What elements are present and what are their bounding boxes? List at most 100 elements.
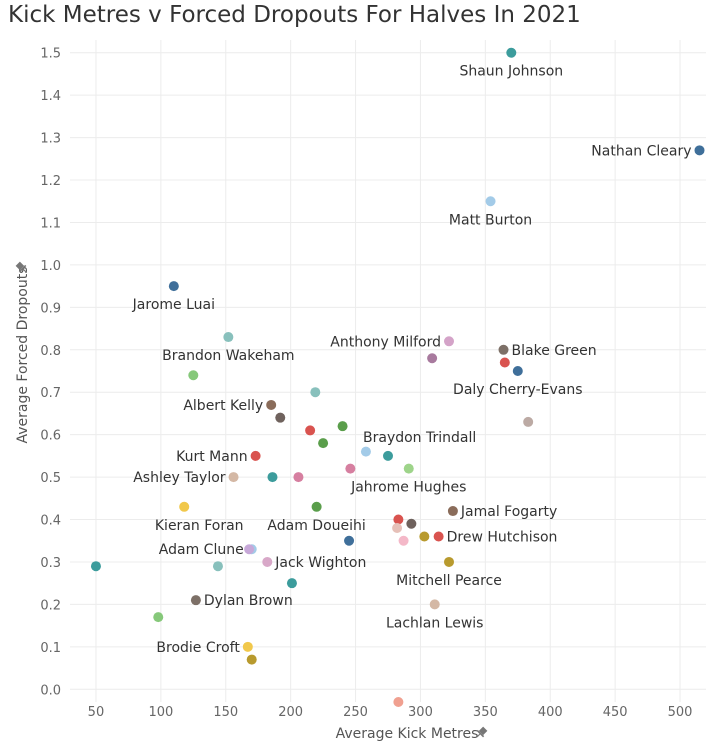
data-point[interactable] bbox=[344, 535, 355, 546]
x-tick-label: 300 bbox=[408, 705, 433, 720]
data-point[interactable] bbox=[403, 463, 414, 474]
point-label: Lachlan Lewis bbox=[386, 615, 484, 631]
data-point[interactable] bbox=[392, 523, 403, 534]
axis-ticks: 50 100 150 200 250 300 350 400 450 500 0.0 0.1 0.2 0.… bbox=[40, 47, 692, 720]
y-tick-label: 0.5 bbox=[40, 471, 61, 486]
data-point[interactable] bbox=[246, 654, 257, 665]
data-point[interactable] bbox=[212, 561, 223, 572]
x-tick-label: 200 bbox=[278, 705, 303, 720]
x-axis-title: Average Kick Metres bbox=[336, 726, 479, 742]
data-point[interactable] bbox=[262, 556, 273, 567]
data-point[interactable] bbox=[190, 595, 201, 606]
data-point[interactable] bbox=[398, 535, 409, 546]
x-axis-title-group: Average Kick Metres bbox=[336, 726, 488, 742]
y-tick-label: 0.6 bbox=[40, 429, 61, 444]
y-tick-label: 1.0 bbox=[40, 259, 61, 274]
y-tick-label: 1.1 bbox=[40, 216, 61, 231]
data-point[interactable] bbox=[168, 281, 179, 292]
data-point[interactable] bbox=[499, 357, 510, 368]
point-label: Jahrome Hughes bbox=[350, 480, 466, 496]
data-point[interactable] bbox=[427, 353, 438, 364]
point-label: Jack Wighton bbox=[274, 555, 366, 571]
data-point[interactable] bbox=[444, 556, 455, 567]
y-tick-label: 0.8 bbox=[40, 344, 61, 359]
data-point[interactable] bbox=[433, 531, 444, 542]
data-point[interactable] bbox=[337, 421, 348, 432]
point-label: Ashley Taylor bbox=[133, 470, 226, 486]
point-label: Brandon Wakeham bbox=[162, 348, 294, 364]
x-tick-label: 500 bbox=[668, 705, 693, 720]
data-point[interactable] bbox=[228, 472, 239, 483]
data-point[interactable] bbox=[286, 578, 297, 589]
point-label: Braydon Trindall bbox=[363, 430, 476, 446]
point-label: Matt Burton bbox=[449, 212, 532, 228]
data-point[interactable] bbox=[485, 196, 496, 207]
x-tick-label: 50 bbox=[88, 705, 105, 720]
point-label: Brodie Croft bbox=[156, 640, 240, 656]
data-point[interactable] bbox=[383, 450, 393, 461]
data-point[interactable] bbox=[694, 145, 705, 156]
point-label: Jamal Fogarty bbox=[460, 504, 557, 520]
y-axis-title: Average Forced Dropouts bbox=[15, 266, 31, 443]
data-point[interactable] bbox=[311, 501, 322, 512]
point-label: Kurt Mann bbox=[176, 449, 247, 465]
data-point[interactable] bbox=[444, 336, 455, 347]
data-point[interactable] bbox=[244, 544, 255, 555]
y-axis-title-group: Average Forced Dropouts bbox=[15, 261, 31, 444]
x-tick-label: 100 bbox=[148, 705, 173, 720]
y-tick-label: 0.1 bbox=[40, 641, 61, 656]
data-point[interactable] bbox=[419, 531, 430, 542]
data-point[interactable] bbox=[90, 561, 101, 572]
data-point[interactable] bbox=[223, 332, 234, 343]
point-label: Kieran Foran bbox=[155, 518, 244, 534]
point-label: Blake Green bbox=[512, 343, 597, 359]
y-tick-label: 1.5 bbox=[40, 47, 61, 62]
data-point[interactable] bbox=[267, 472, 278, 483]
data-point[interactable] bbox=[429, 599, 440, 610]
chart-title: Kick Metres v Forced Dropouts For Halves… bbox=[8, 2, 581, 28]
y-tick-label: 1.4 bbox=[40, 89, 61, 104]
data-point[interactable] bbox=[498, 344, 509, 355]
data-point[interactable] bbox=[266, 399, 277, 410]
y-tick-label: 0.9 bbox=[40, 301, 61, 316]
x-tick-label: 250 bbox=[343, 705, 368, 720]
y-tick-label: 0.4 bbox=[40, 514, 61, 529]
point-label: Drew Hutchison bbox=[447, 530, 558, 546]
data-point[interactable] bbox=[512, 366, 523, 376]
point-label: Albert Kelly bbox=[183, 398, 263, 414]
data-point[interactable] bbox=[179, 501, 190, 512]
data-point[interactable] bbox=[393, 697, 404, 707]
point-label: Adam Doueihi bbox=[267, 518, 365, 534]
y-tick-label: 0.2 bbox=[40, 598, 61, 613]
data-point[interactable] bbox=[275, 412, 286, 423]
x-tick-label: 350 bbox=[473, 705, 498, 720]
y-tick-label: 0.7 bbox=[40, 386, 61, 401]
data-point[interactable] bbox=[360, 446, 371, 457]
point-label: Dylan Brown bbox=[204, 593, 293, 609]
point-label: Shaun Johnson bbox=[459, 64, 563, 80]
data-point[interactable] bbox=[447, 506, 458, 517]
data-point[interactable] bbox=[188, 370, 199, 381]
point-label: Adam Clune bbox=[159, 542, 244, 558]
data-point[interactable] bbox=[310, 387, 321, 398]
data-point[interactable] bbox=[250, 450, 261, 461]
point-label: Daly Cherry-Evans bbox=[453, 382, 582, 398]
data-point[interactable] bbox=[242, 641, 253, 652]
point-labels: Shaun Johnson Nathan Cleary Matt Burton Jar… bbox=[132, 64, 692, 656]
data-point[interactable] bbox=[523, 416, 534, 427]
data-point[interactable] bbox=[305, 425, 316, 436]
point-label: Mitchell Pearce bbox=[396, 573, 502, 589]
point-label: Anthony Milford bbox=[330, 334, 441, 350]
data-point[interactable] bbox=[406, 518, 417, 529]
data-point[interactable] bbox=[293, 472, 304, 483]
x-tick-label: 400 bbox=[538, 705, 563, 720]
data-point[interactable] bbox=[506, 47, 517, 58]
point-label: Jarome Luai bbox=[132, 297, 215, 313]
data-point[interactable] bbox=[393, 514, 404, 525]
data-point[interactable] bbox=[318, 438, 329, 449]
data-point[interactable] bbox=[153, 612, 164, 623]
data-point[interactable] bbox=[345, 463, 356, 474]
y-tick-label: 1.3 bbox=[40, 132, 61, 147]
x-tick-label: 450 bbox=[603, 705, 628, 720]
